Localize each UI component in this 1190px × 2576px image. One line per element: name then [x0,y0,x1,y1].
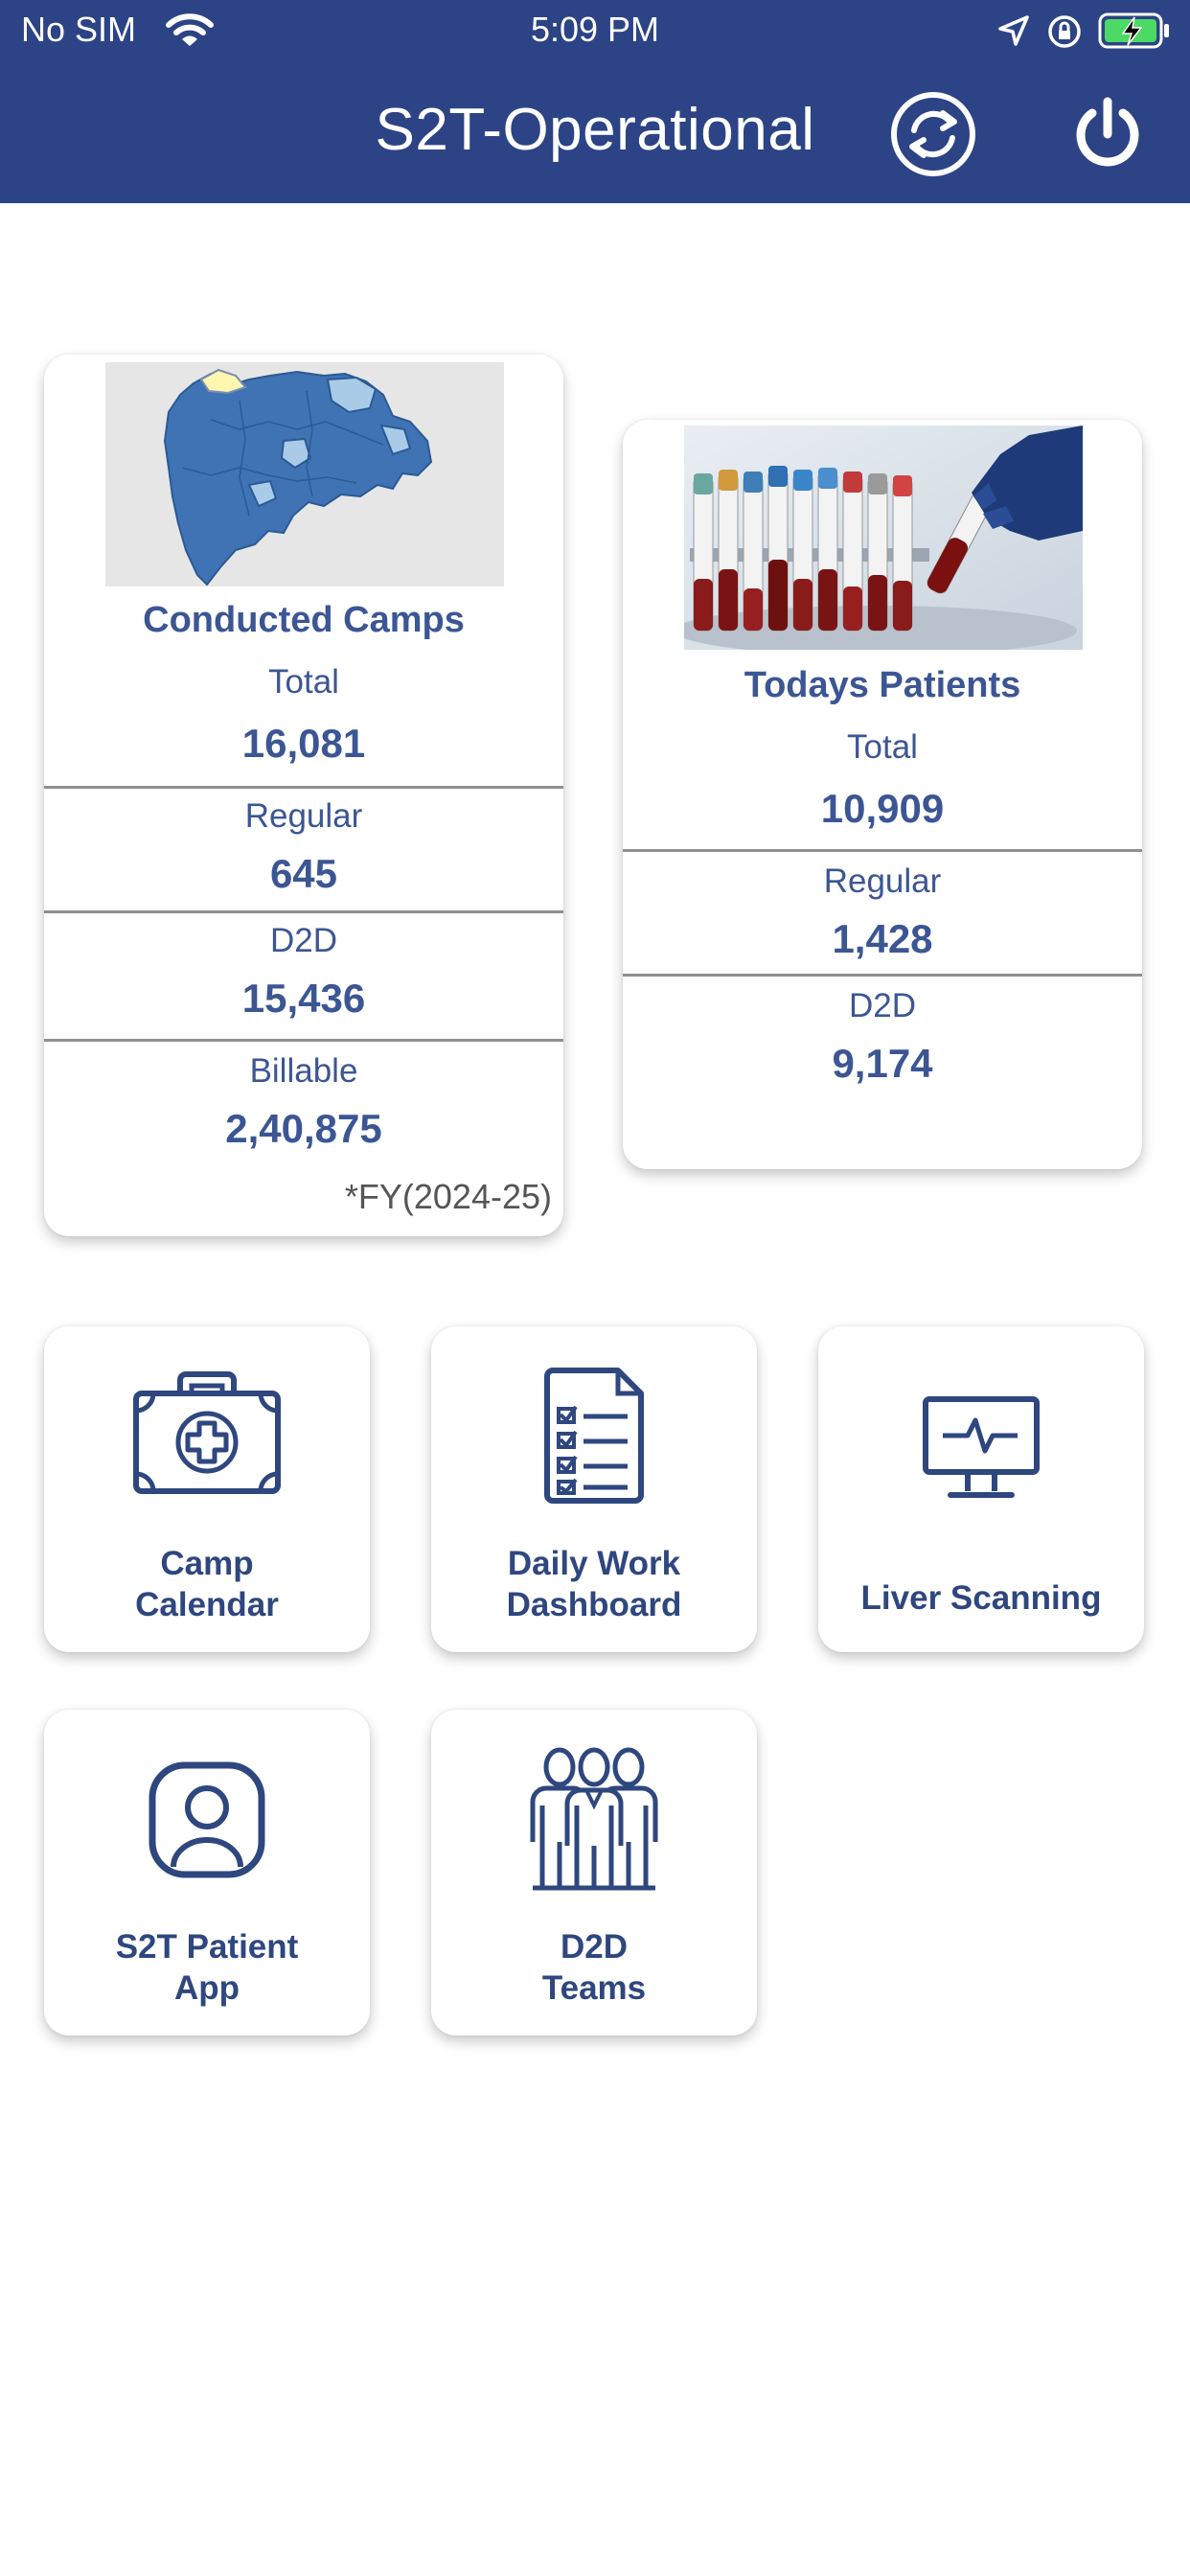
clock: 5:09 PM [530,10,660,49]
patients-d2d-label: D2D [848,987,917,1024]
divider [44,786,563,789]
todays-patients-heading: Todays Patients [744,665,1021,705]
divider [623,849,1142,852]
power-icon [1076,97,1139,167]
patients-regular-value: 1,428 [832,916,933,961]
blood-samples-image [684,426,1083,650]
camps-d2d-value: 15,436 [241,976,366,1021]
d2d-teams-label: D2D Teams [541,1928,647,2007]
camp-calendar-tile[interactable]: Camp Calendar [44,1326,370,1652]
refresh-button[interactable] [889,90,977,178]
s2t-patient-app-tile[interactable]: S2T Patient App [44,1710,370,2036]
monitor-pulse-icon [818,1395,1144,1501]
camps-billable-label: Billable [249,1052,358,1090]
d2d-teams-tile[interactable]: D2D Teams [431,1710,757,2036]
carrier-label: No SIM [21,10,137,49]
state-map-image [105,362,504,586]
liver-scanning-label: Liver Scanning [860,1579,1102,1617]
wifi-icon [165,12,215,55]
team-group-icon [431,1746,757,1892]
divider [44,910,563,913]
medical-kit-icon [44,1370,370,1495]
liver-scanning-tile[interactable]: Liver Scanning [818,1326,1144,1652]
battery-charging-icon [1098,12,1171,55]
patients-d2d-value: 9,174 [832,1041,933,1086]
user-profile-icon [44,1761,370,1878]
camps-regular-value: 645 [269,851,338,896]
daily-work-dashboard-tile[interactable]: Daily Work Dashboard [431,1326,757,1652]
refresh-icon [891,92,975,176]
divider [44,1039,563,1042]
divider [623,974,1142,977]
patients-total-value: 10,909 [820,786,945,831]
camps-total-value: 16,081 [241,721,366,766]
patients-total-label: Total [847,728,918,766]
app-header: S2T-Operational [0,65,1190,203]
camps-d2d-label: D2D [269,922,338,959]
patients-regular-label: Regular [823,862,942,900]
fiscal-year-note: *FY(2024-25) [344,1177,552,1216]
camps-billable-value: 2,40,875 [225,1106,382,1151]
todays-patients-card[interactable]: Todays Patients Total 10,909 Regular 1,4… [623,420,1142,1169]
conducted-camps-heading: Conducted Camps [143,600,465,640]
page-title: S2T-Operational [375,97,815,163]
daily-work-dashboard-label: Daily Work Dashboard [506,1545,682,1623]
orientation-lock-icon [1046,13,1083,55]
camps-regular-label: Regular [244,797,363,835]
checklist-document-icon [431,1367,757,1505]
camp-calendar-label: Camp Calendar [135,1545,279,1623]
conducted-camps-card[interactable]: Conducted Camps Total 16,081 Regular 645… [44,355,563,1236]
camps-total-label: Total [268,663,339,701]
logout-button[interactable] [1065,92,1150,176]
location-arrow-icon [996,13,1031,53]
s2t-patient-app-label: S2T Patient App [115,1928,299,2007]
status-bar: No SIM 5:09 PM [0,0,1190,65]
